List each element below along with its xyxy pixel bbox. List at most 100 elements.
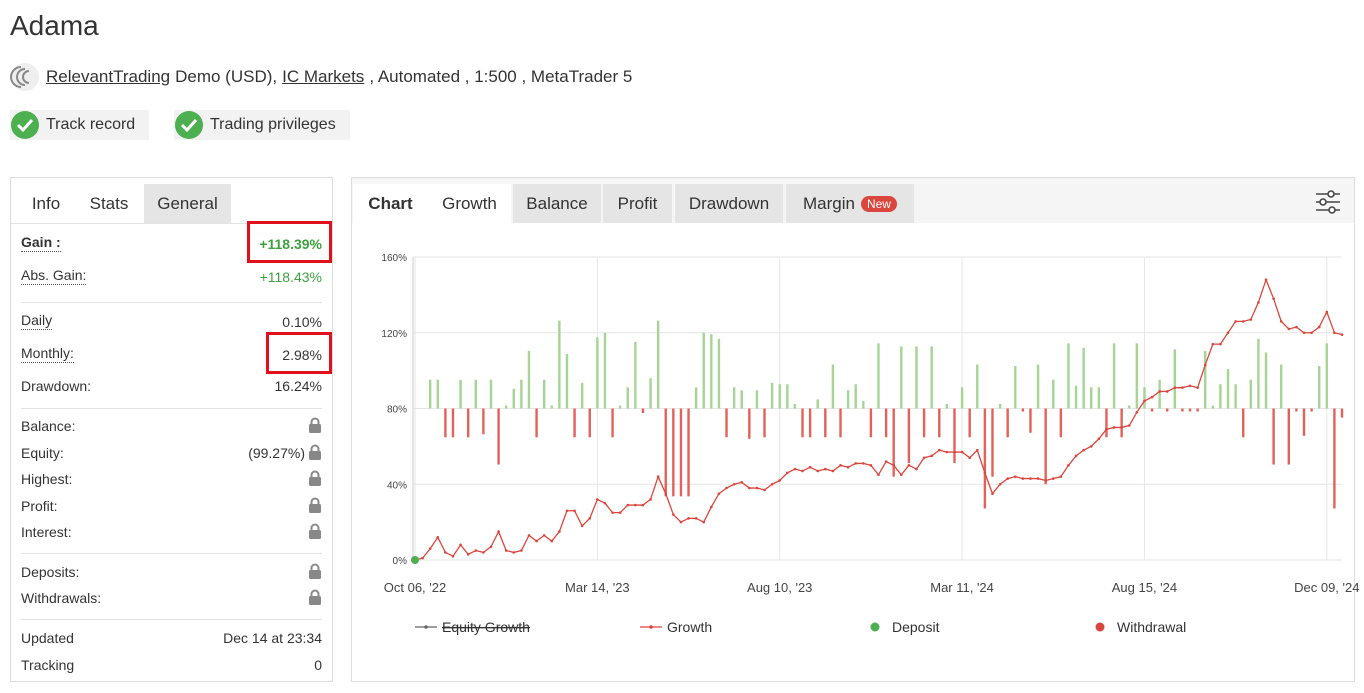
bar bbox=[656, 320, 660, 409]
stat-label: Abs. Gain: bbox=[21, 267, 87, 285]
link[interactable]: IC Markets bbox=[282, 67, 365, 86]
bar bbox=[793, 403, 797, 409]
legend-label: Withdrawal bbox=[1117, 619, 1186, 635]
line-point bbox=[991, 492, 994, 496]
stat-row: Monthly: 2.98% bbox=[21, 345, 322, 365]
stat-value: 0.10% bbox=[282, 312, 322, 332]
bar bbox=[1052, 379, 1055, 409]
y-tick-label: 0% bbox=[393, 556, 408, 567]
bar bbox=[968, 408, 971, 438]
bar bbox=[1196, 408, 1199, 412]
x-tick-label: Aug 10, '23 bbox=[747, 580, 812, 595]
bar bbox=[938, 408, 941, 438]
line-point bbox=[953, 450, 956, 454]
value-text: (99.27%) bbox=[248, 445, 305, 461]
lock-icon bbox=[309, 497, 321, 513]
stat-label: Equity: bbox=[21, 445, 64, 461]
line-point bbox=[1211, 342, 1215, 346]
info-text: , Automated , 1:500 , MetaTrader 5 bbox=[369, 67, 633, 86]
bar bbox=[1280, 364, 1283, 409]
stat-value: 16.24% bbox=[275, 376, 322, 396]
tab[interactable]: Info bbox=[17, 184, 75, 223]
stat-value bbox=[305, 496, 322, 516]
line-point bbox=[922, 456, 926, 460]
growth-line bbox=[414, 277, 1343, 561]
line-point bbox=[1264, 278, 1268, 282]
line-point bbox=[725, 486, 728, 490]
tab[interactable]: General bbox=[144, 184, 231, 223]
line-point bbox=[497, 530, 500, 533]
line-point bbox=[444, 551, 447, 554]
bar bbox=[542, 379, 546, 409]
line-point bbox=[1234, 320, 1237, 323]
settings-icon[interactable] bbox=[1314, 188, 1344, 216]
chart-tab[interactable]: Growth bbox=[428, 184, 511, 223]
line-point bbox=[786, 471, 789, 475]
line-point bbox=[512, 551, 516, 554]
line-point bbox=[1120, 426, 1123, 429]
tab-label: Growth bbox=[442, 194, 497, 213]
bar bbox=[748, 408, 751, 439]
line-point bbox=[899, 473, 903, 477]
chart-tab[interactable]: Margin New bbox=[786, 184, 914, 223]
highlight-box bbox=[247, 221, 332, 263]
line-point bbox=[1310, 331, 1313, 335]
bar bbox=[824, 408, 827, 438]
link[interactable]: RelevantTrading bbox=[46, 67, 171, 86]
line-point bbox=[808, 465, 812, 469]
bar bbox=[1067, 343, 1070, 409]
line-point bbox=[1295, 325, 1298, 329]
line-point bbox=[1279, 320, 1283, 323]
chart-tab[interactable]: Drawdown bbox=[675, 184, 783, 223]
bar bbox=[763, 408, 766, 438]
bar bbox=[1325, 343, 1329, 409]
line-point bbox=[1143, 399, 1146, 403]
legend-label: Deposit bbox=[892, 619, 940, 635]
separator bbox=[21, 408, 322, 409]
stat-row: Gain : +118.39% bbox=[21, 234, 322, 254]
tab[interactable]: Stats bbox=[75, 184, 143, 223]
line-point bbox=[1158, 390, 1161, 393]
line-point bbox=[1135, 410, 1139, 414]
highlight-box bbox=[266, 332, 332, 374]
bar bbox=[1014, 366, 1017, 409]
bar bbox=[808, 408, 812, 438]
line-point bbox=[421, 556, 424, 560]
bar bbox=[603, 332, 607, 409]
line-point bbox=[1051, 477, 1055, 480]
line-point bbox=[945, 450, 949, 454]
line-point bbox=[877, 473, 880, 477]
bar bbox=[1036, 364, 1040, 409]
bar bbox=[930, 346, 933, 409]
chart-tab[interactable]: Profit bbox=[603, 184, 672, 223]
line-point bbox=[580, 524, 584, 528]
line-point bbox=[1059, 475, 1063, 478]
stat-value bbox=[305, 416, 322, 436]
bar bbox=[1234, 384, 1237, 409]
chart-tab[interactable]: Balance bbox=[513, 184, 601, 223]
line-point bbox=[1082, 448, 1085, 452]
line-point bbox=[618, 511, 622, 514]
line-point bbox=[816, 469, 820, 473]
account-info: RelevantTrading Demo (USD), IC Markets, Au… bbox=[46, 67, 632, 87]
line-point bbox=[1287, 327, 1291, 331]
bar bbox=[770, 382, 774, 409]
line-point bbox=[588, 517, 592, 520]
x-tick-label: Aug 15, '24 bbox=[1112, 580, 1177, 595]
line-point bbox=[520, 549, 523, 552]
bar bbox=[565, 353, 569, 409]
line-point bbox=[884, 460, 888, 463]
stat-label: Interest: bbox=[21, 524, 72, 540]
bar bbox=[596, 337, 599, 409]
check-icon bbox=[11, 111, 39, 139]
line-point bbox=[649, 498, 652, 501]
bar bbox=[1211, 405, 1215, 409]
bar bbox=[1021, 408, 1025, 412]
line-point bbox=[634, 503, 637, 507]
line-point bbox=[679, 520, 683, 524]
line-point bbox=[915, 467, 918, 471]
line-point bbox=[504, 549, 508, 552]
line-point bbox=[1196, 386, 1199, 389]
stat-value bbox=[305, 588, 322, 608]
